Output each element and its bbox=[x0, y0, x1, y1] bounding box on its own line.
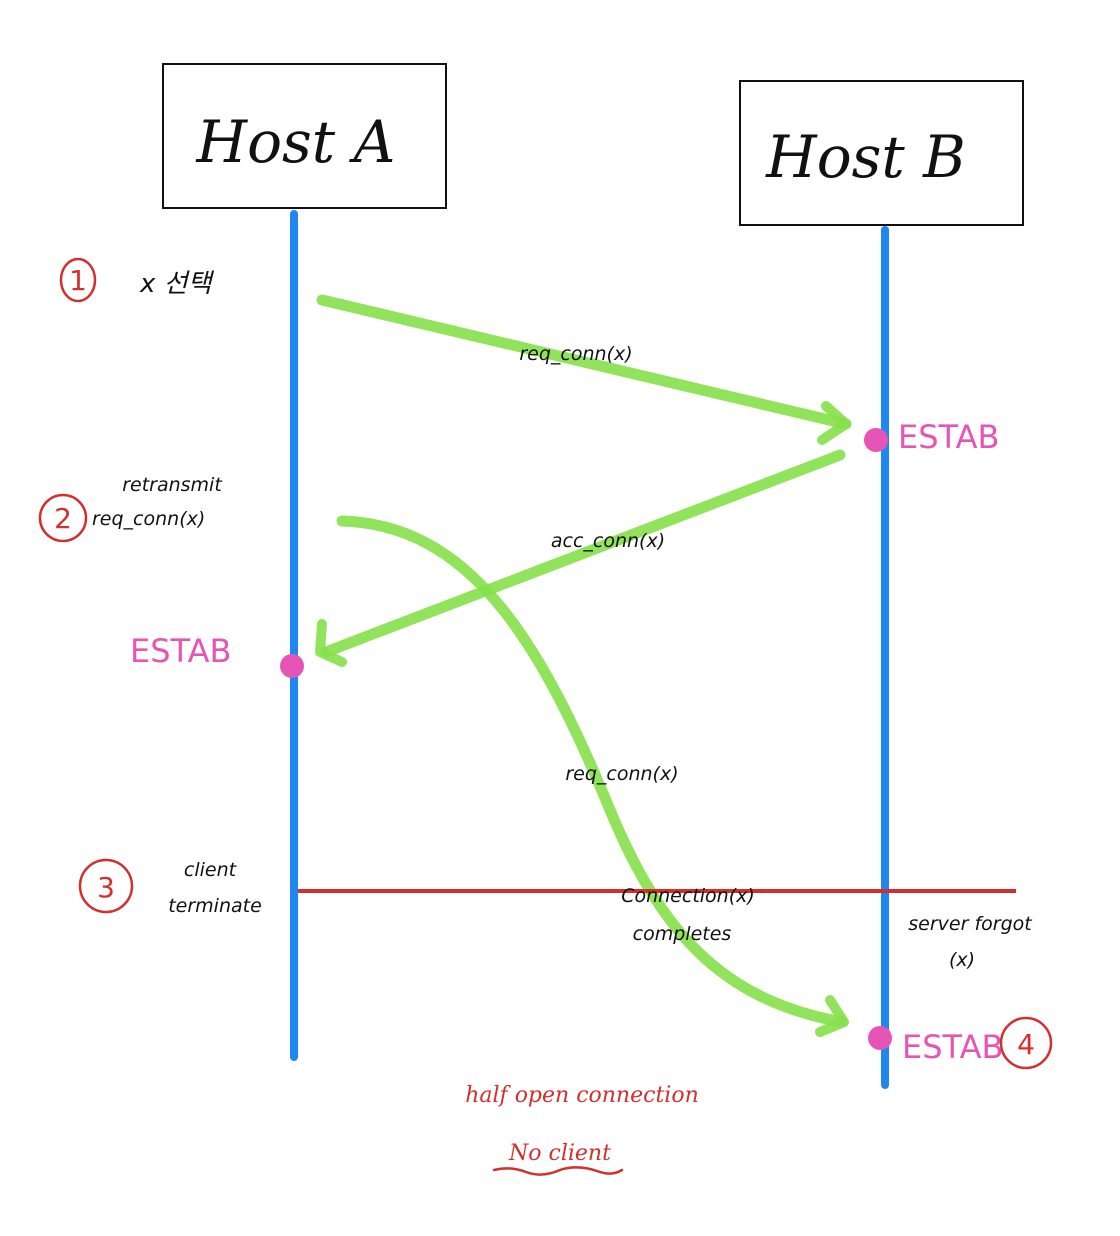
footer-underline bbox=[492, 1166, 624, 1176]
estab-host-a-dot bbox=[280, 654, 304, 678]
connection-completes-line2: completes bbox=[633, 923, 732, 945]
step-3-number: 3 bbox=[97, 871, 115, 904]
message-req-conn-retransmit-label: req_conn(x) bbox=[565, 763, 678, 785]
message-req-conn-retransmit-arrowhead bbox=[815, 995, 849, 1037]
message-req-conn-retransmit-line bbox=[336, 515, 848, 1028]
message-acc-conn-line bbox=[320, 449, 846, 658]
step-2-circle bbox=[38, 493, 88, 543]
footer-half-open: half open connection bbox=[465, 1083, 699, 1108]
estab-host-b-second: ESTAB bbox=[868, 1026, 1003, 1066]
step-2-note-line1: retransmit bbox=[122, 474, 223, 496]
message-req-conn-1-arrowhead bbox=[817, 401, 851, 445]
estab-host-a: ESTAB bbox=[130, 632, 304, 678]
message-req-conn-1: req_conn(x) bbox=[316, 294, 852, 445]
estab-host-b-second-dot bbox=[868, 1026, 892, 1050]
step-3-note-line2: terminate bbox=[168, 895, 262, 917]
host-b-label: Host B bbox=[765, 123, 966, 191]
step-1-number: 1 bbox=[69, 264, 87, 297]
step-3-note-line1: client bbox=[184, 859, 238, 881]
message-req-conn-retransmit: req_conn(x) bbox=[336, 515, 849, 1037]
host-a: Host A bbox=[162, 63, 447, 209]
message-acc-conn-label: acc_conn(x) bbox=[551, 530, 665, 552]
connection-completes-line1: Connection(x) bbox=[621, 885, 755, 907]
host-b: Host B bbox=[739, 80, 1024, 226]
step-2: 2 retransmit req_conn(x) bbox=[38, 474, 223, 543]
step-2-number: 2 bbox=[54, 502, 72, 535]
step-1-circle bbox=[59, 257, 97, 303]
server-forgot-line1: server forgot bbox=[908, 913, 1033, 935]
estab-host-b-first-dot bbox=[864, 428, 888, 452]
host-a-box bbox=[162, 63, 447, 209]
step-3-circle bbox=[78, 858, 134, 914]
message-req-conn-1-label: req_conn(x) bbox=[519, 343, 632, 365]
message-req-conn-1-line bbox=[316, 294, 852, 430]
host-a-label: Host A bbox=[196, 108, 396, 176]
step-4-circle bbox=[999, 1016, 1053, 1070]
host-b-box bbox=[739, 80, 1024, 226]
footer-no-client: No client bbox=[508, 1141, 611, 1166]
step-1-note: x 선택 bbox=[139, 269, 215, 299]
step-4-number: 4 bbox=[1017, 1028, 1035, 1061]
message-acc-conn-arrowhead bbox=[315, 619, 347, 667]
step-4: 4 bbox=[999, 1016, 1053, 1070]
estab-host-b-first-label: ESTAB bbox=[898, 418, 999, 456]
message-acc-conn: acc_conn(x) bbox=[315, 449, 846, 667]
server-forgot-line2: (x) bbox=[949, 949, 975, 971]
step-1: 1 x 선택 bbox=[59, 257, 215, 303]
step-3: 3 client terminate bbox=[78, 858, 262, 917]
estab-host-b-second-label: ESTAB bbox=[902, 1028, 1003, 1066]
step-2-note-line2: req_conn(x) bbox=[92, 508, 205, 530]
estab-host-a-label: ESTAB bbox=[130, 632, 231, 670]
estab-host-b-first: ESTAB bbox=[864, 418, 999, 456]
